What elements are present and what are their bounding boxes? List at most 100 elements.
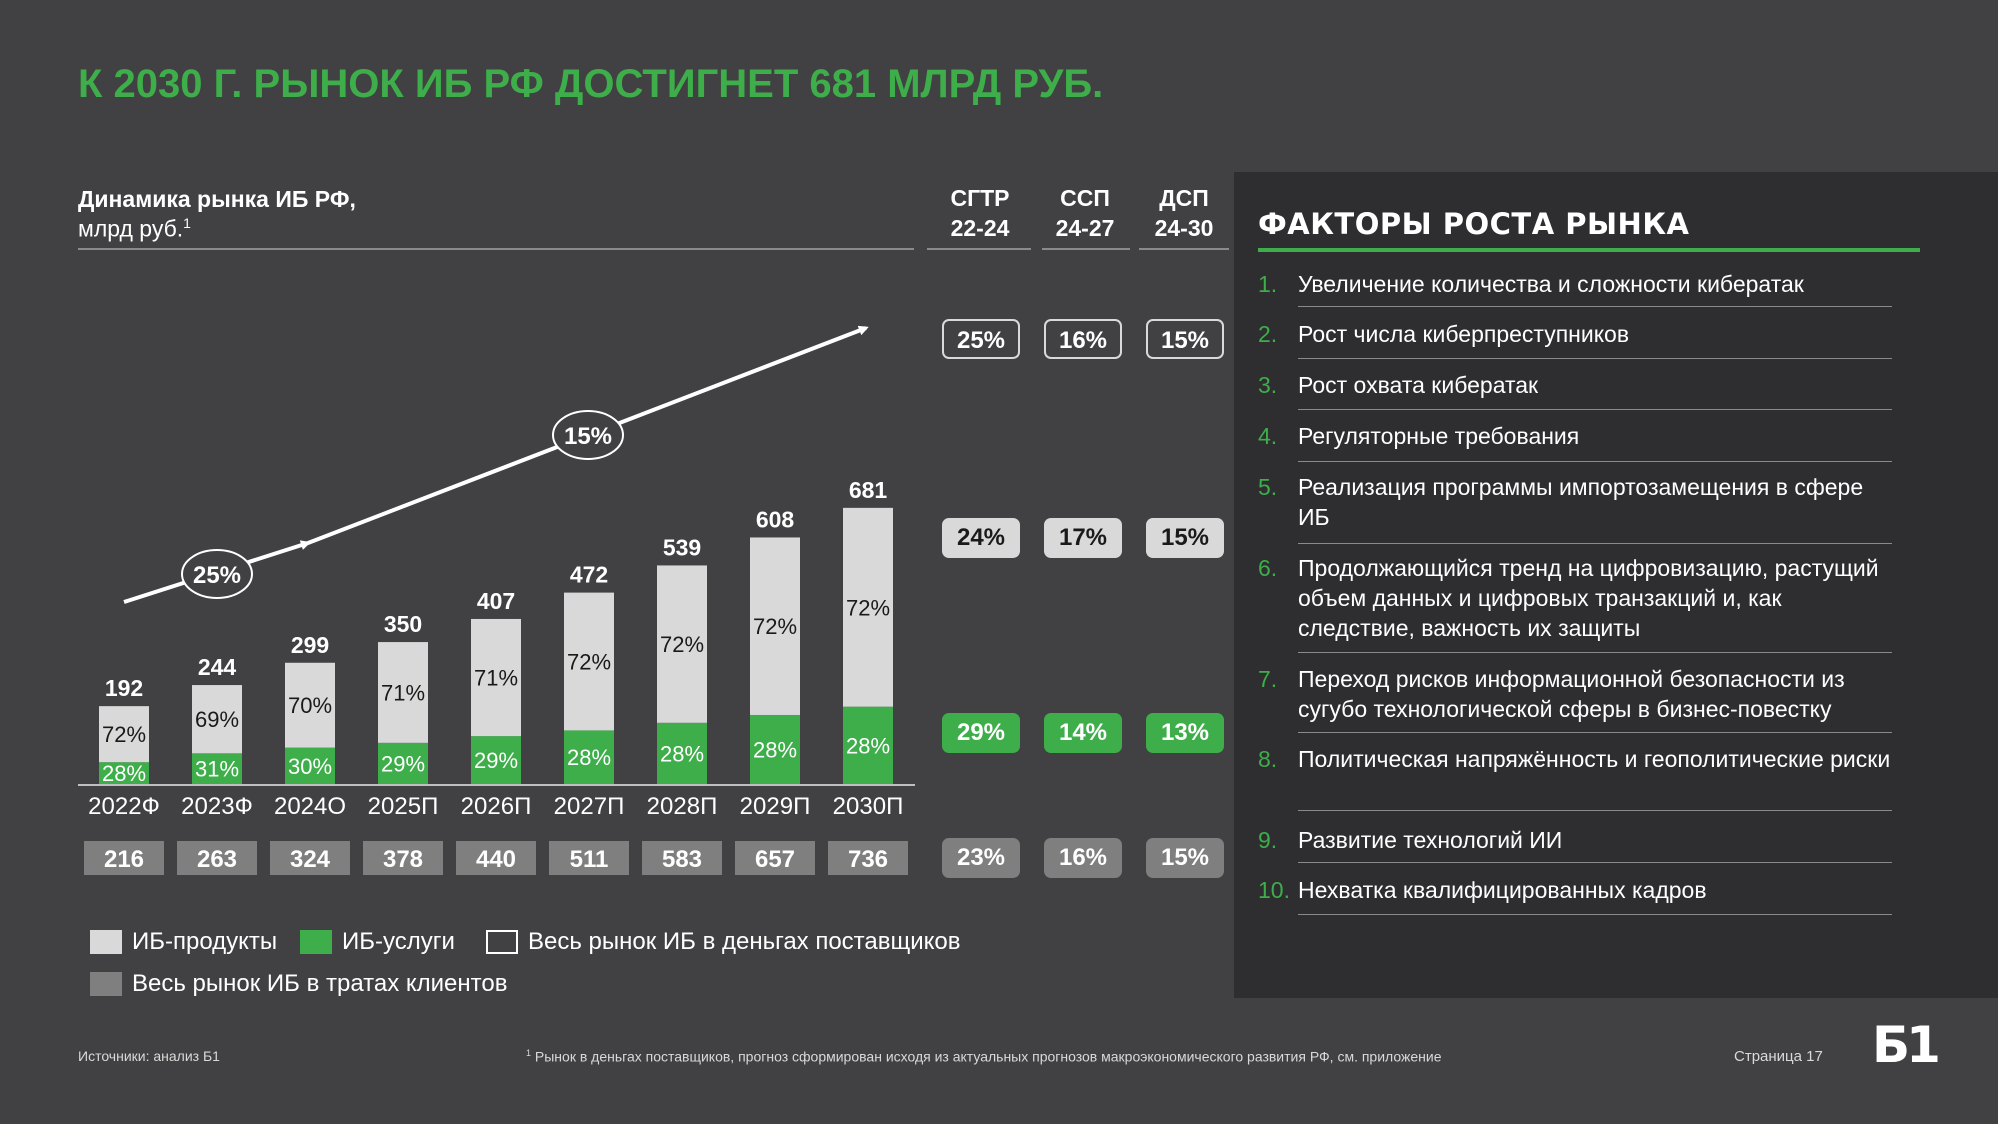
factors-title: ФАКТОРЫ РОСТА РЫНКА	[1258, 207, 1690, 241]
factor-num: 2.	[1258, 321, 1278, 347]
bar-services-share-label: 30%	[288, 754, 332, 779]
rate-col-header-2-bottom: 24-27	[1055, 215, 1115, 241]
bar-products-share-label: 70%	[288, 693, 332, 718]
factor-text: Нехватка квалифицированных кадров	[1298, 877, 1707, 903]
footer-note-mark: 1	[526, 1048, 532, 1058]
chart-title: Динамика рынка ИБ РФ,	[78, 186, 356, 212]
bar-products	[750, 537, 800, 715]
rate-col-header-2: ССП 24-27	[1040, 183, 1130, 243]
factor-text: Продолжающийся тренд на цифровизацию, ра…	[1298, 555, 1879, 641]
bar-total-label: 192	[105, 675, 143, 701]
page-number: Страница 17	[1734, 1048, 1823, 1065]
bar-products	[99, 706, 149, 763]
rate-col-header-1-bottom: 22-24	[950, 215, 1010, 241]
factor-num: 8.	[1258, 746, 1278, 772]
bar-total-label: 681	[849, 477, 888, 503]
factor-separator	[1298, 306, 1892, 307]
factor-text: Развитие технологий ИИ	[1298, 827, 1563, 853]
trend-label-1-badge	[181, 549, 253, 599]
bar-services-share-label: 28%	[846, 733, 890, 758]
bar-services	[378, 742, 428, 784]
client-spend-value: 736	[848, 846, 888, 873]
bar-products	[471, 618, 521, 737]
x-tick-label: 2028П	[647, 793, 718, 820]
x-tick-label: 2024О	[274, 793, 346, 820]
bar-products	[285, 662, 335, 748]
client-spend-box	[84, 841, 164, 875]
bar-total-label: 472	[570, 562, 608, 588]
bar-services	[843, 706, 893, 784]
client-spend-value: 263	[197, 846, 237, 873]
bar-services-share-label: 28%	[660, 741, 704, 766]
client-spend-value: 440	[476, 846, 516, 873]
chart-unit: млрд руб.1	[78, 215, 191, 243]
client-spend-box	[363, 841, 443, 875]
chart-unit-text: млрд руб.	[78, 215, 184, 242]
rate-col-header-2-top: ССП	[1060, 185, 1110, 211]
legend-label-client-spend: Весь рынок ИБ в тратах клиентов	[132, 970, 508, 997]
bar-services	[564, 730, 614, 784]
factor-text: Регуляторные требования	[1298, 423, 1580, 449]
page-title: К 2030 Г. РЫНОК ИБ РФ ДОСТИГНЕТ 681 МЛРД…	[78, 62, 1104, 106]
rate-services-cagr: 29%	[942, 713, 1020, 753]
x-tick-label: 2022Ф	[88, 793, 160, 820]
factor-num: 9.	[1258, 827, 1278, 853]
factor-separator	[1298, 732, 1892, 733]
factor-separator	[1298, 652, 1892, 653]
client-spend-box	[177, 841, 257, 875]
bar-services-share-label: 29%	[381, 751, 425, 776]
bar-products-share-label: 72%	[567, 650, 611, 675]
trend-label-2: 15%	[564, 423, 612, 450]
rate-client-cagr: 23%	[942, 838, 1020, 878]
trend-label-1: 25%	[193, 562, 241, 589]
client-spend-box	[828, 841, 908, 875]
bar-products	[843, 507, 893, 707]
client-spend-value: 324	[290, 846, 331, 873]
rate-col-rule-2	[1042, 248, 1130, 250]
x-tick-label: 2025П	[368, 793, 439, 820]
rate-products-avg-24-30: 15%	[1146, 518, 1224, 558]
client-spend-value: 511	[570, 846, 609, 873]
rate-col-rule-1	[927, 248, 1031, 250]
rate-col-header-1: СГТР 22-24	[935, 183, 1025, 243]
rate-col-rule-3	[1139, 248, 1229, 250]
bar-total-label: 244	[198, 654, 237, 680]
factor-separator	[1298, 543, 1892, 544]
legend-swatch-services	[300, 930, 332, 954]
bar-services-share-label: 28%	[753, 737, 797, 762]
rate-col-header-3-top: ДСП	[1159, 185, 1209, 211]
rate-total-avg-24-30: 15%	[1146, 319, 1224, 359]
bar-products-share-label: 71%	[381, 680, 425, 705]
bar-services	[99, 762, 149, 784]
legend-label-total-supplier: Весь рынок ИБ в деньгах поставщиков	[528, 928, 961, 955]
x-tick-label: 2023Ф	[181, 793, 253, 820]
bar-services-share-label: 28%	[102, 761, 146, 786]
legend-swatch-products	[90, 930, 122, 954]
factor-text: Политическая напряжённость и геополитиче…	[1298, 746, 1891, 772]
client-spend-box	[735, 841, 815, 875]
rate-services-avg-24-27: 14%	[1044, 713, 1122, 753]
rate-col-header-1-top: СГТР	[950, 185, 1010, 211]
legend-swatch-client-spend	[90, 972, 122, 996]
factor-text: Реализация программы импортозамещения в …	[1298, 474, 1864, 530]
bar-services-share-label: 28%	[567, 745, 611, 770]
x-tick-label: 2026П	[461, 793, 532, 820]
bar-products	[378, 642, 428, 743]
bar-services	[285, 747, 335, 784]
bar-total-label: 407	[477, 588, 515, 614]
factor-separator	[1298, 914, 1892, 915]
bar-products-share-label: 69%	[195, 707, 239, 732]
rate-total-avg-24-27: 16%	[1044, 319, 1122, 359]
footer-note: 1 Рынок в деньгах поставщиков, прогноз с…	[526, 1048, 1441, 1065]
bar-products-share-label: 72%	[846, 595, 890, 620]
rate-products-cagr: 24%	[942, 518, 1020, 558]
footer-note-text: Рынок в деньгах поставщиков, прогноз сфо…	[534, 1048, 1442, 1065]
client-spend-box	[549, 841, 629, 875]
factor-num: 10.	[1258, 877, 1290, 903]
client-spend-box	[456, 841, 536, 875]
bar-total-label: 539	[663, 534, 701, 560]
bar-total-label: 299	[291, 632, 329, 658]
bar-products-share-label: 72%	[660, 632, 704, 657]
x-tick-label: 2030П	[833, 793, 904, 820]
